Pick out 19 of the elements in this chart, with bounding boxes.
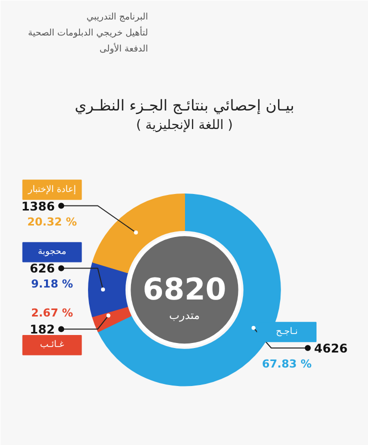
text: 67.83 % (262, 358, 312, 371)
text: 9.18 % (31, 278, 74, 291)
slice-label: محجوبة (38, 247, 66, 258)
chart-subtitle: ( اللغة الإنجليزية ) (136, 118, 233, 134)
text: متدرب (169, 309, 200, 322)
text: 2.67 % (31, 306, 74, 320)
data-label: 1386 (21, 199, 55, 214)
data-label: 626 (30, 262, 55, 276)
slice-label: نـاجـح (276, 326, 298, 337)
text: 20.32 % (27, 215, 77, 228)
data-label: 4626 (314, 341, 348, 356)
text: البرنامج التدريبي (86, 12, 148, 23)
text: 6820 (142, 272, 226, 308)
chart-title: بيـان إحصائي بنتائـج الجـزء النظـري (74, 96, 294, 115)
text: لتأهيل خريجي الدبلومات الصحية (28, 26, 148, 39)
slice-label: إعادة الإختبار (27, 184, 76, 195)
text: الدفعة الأولى (99, 42, 148, 55)
slice-label: غـائـب (40, 340, 64, 350)
data-label: 182 (30, 322, 55, 337)
